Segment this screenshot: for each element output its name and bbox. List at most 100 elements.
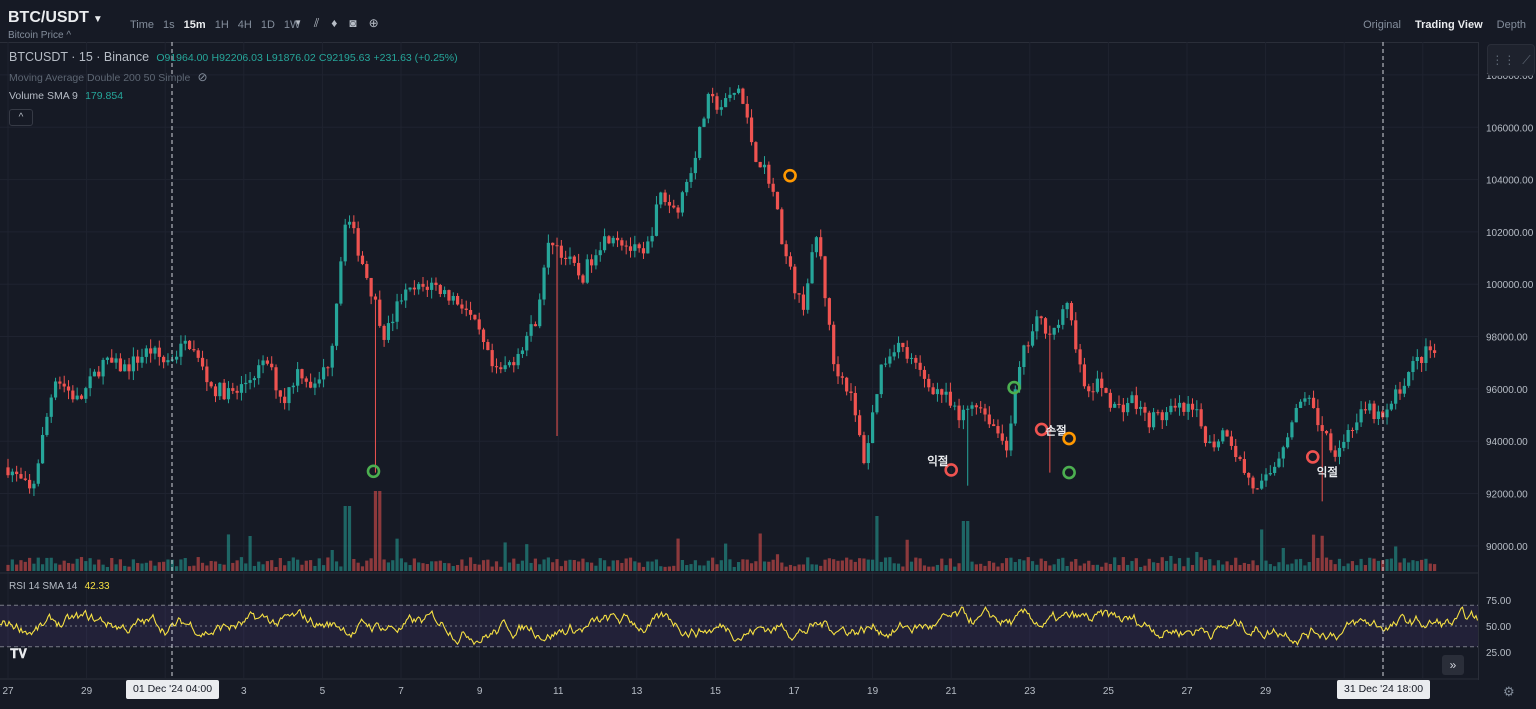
volume-bar <box>477 564 481 571</box>
interval-15m[interactable]: 15m <box>183 19 206 31</box>
volume-bar <box>503 542 507 571</box>
candle-body <box>118 358 122 372</box>
candle-body <box>369 277 373 297</box>
candle-body <box>494 366 499 368</box>
volume-bar <box>140 563 144 571</box>
volume-bar <box>564 560 568 571</box>
volume-bar <box>1221 564 1225 571</box>
volume-bar <box>594 565 598 571</box>
volume-bar <box>1402 558 1406 571</box>
candle-body <box>698 126 702 158</box>
interval-4h[interactable]: 4H <box>237 19 252 31</box>
volume-bar <box>15 564 19 571</box>
volume-bar <box>922 565 927 571</box>
candle-body <box>1182 402 1186 412</box>
candle-body <box>1087 386 1091 392</box>
drawing-tools[interactable]: ⋮⋮ ⟋ <box>1487 44 1535 76</box>
volume-bar <box>1389 558 1393 571</box>
candle-body <box>888 356 892 364</box>
interval-1d[interactable]: 1D <box>260 19 275 31</box>
candle-body <box>546 242 550 268</box>
more-intervals-icon[interactable]: ▼ <box>294 18 302 27</box>
volume-bar <box>918 558 922 571</box>
candle-body <box>1359 409 1363 423</box>
volume-bar <box>788 564 793 571</box>
candle-body <box>676 207 680 213</box>
candle-body <box>123 364 127 372</box>
view-original[interactable]: Original <box>1363 19 1401 31</box>
volume-bar <box>1104 562 1108 571</box>
volume-bar <box>408 565 412 571</box>
candle-body <box>252 378 257 381</box>
candle-body <box>1095 378 1099 392</box>
volume-bar <box>1268 564 1272 571</box>
scroll-to-realtime-button[interactable]: » <box>1442 655 1464 675</box>
view-trading-view[interactable]: Trading View <box>1414 19 1483 31</box>
candle-body <box>1307 397 1311 399</box>
volume-bar <box>1432 564 1437 571</box>
volume-bar <box>520 560 525 571</box>
interval-time[interactable]: Time <box>130 19 155 31</box>
volume-bar <box>218 563 222 571</box>
volume-bar <box>136 563 140 571</box>
candle-body <box>477 319 481 330</box>
volume-bar <box>953 566 957 571</box>
symbol-subtitle[interactable]: Bitcoin Price ^ <box>8 30 72 41</box>
interval-1w[interactable]: 1W <box>283 19 301 31</box>
trade-marker <box>783 168 797 183</box>
chart-tools: ▼ ⫽ ♦ ◙ ⊕ <box>294 16 379 31</box>
volume-bar <box>914 557 918 571</box>
volume-bar <box>1017 559 1022 571</box>
candle-body <box>693 157 697 174</box>
legend-change: +231.63 (+0.25%) <box>373 52 458 64</box>
camera-icon[interactable]: ◙ <box>349 16 357 30</box>
volume-bar <box>1424 558 1428 571</box>
add-icon[interactable]: ⊕ <box>368 16 379 30</box>
candle-body <box>1225 430 1229 437</box>
candle-body <box>849 391 853 393</box>
candle-body <box>1151 412 1156 428</box>
volume-bar <box>611 560 615 571</box>
candle-body <box>45 416 49 435</box>
candle-body <box>10 471 14 476</box>
collapse-legend-button[interactable]: ^ <box>9 109 33 126</box>
symbol-selector[interactable]: BTC/USDT ▼ <box>8 9 103 27</box>
candle-body <box>114 358 118 363</box>
volume-bar <box>36 557 40 571</box>
volume-bar <box>853 561 857 571</box>
candle-body <box>192 349 196 351</box>
candle-body <box>741 88 745 104</box>
candle-body <box>1199 409 1203 427</box>
volume-bar <box>624 558 628 571</box>
candle-body <box>1173 405 1177 408</box>
price-axis[interactable] <box>1478 42 1536 680</box>
candle-body <box>1147 412 1151 428</box>
volume-bar <box>71 563 75 571</box>
indicators-icon[interactable]: ♦ <box>331 16 338 30</box>
volume-bar <box>321 565 326 571</box>
candle-body <box>430 282 434 290</box>
interval-1s[interactable]: 1s <box>163 19 175 31</box>
candle-body <box>702 118 706 127</box>
candle-body <box>879 364 883 395</box>
interval-1h[interactable]: 1H <box>214 19 229 31</box>
volume-bar <box>663 566 667 571</box>
candle-body <box>97 371 101 377</box>
candle-body <box>875 394 879 413</box>
settings-gear-icon[interactable]: ⚙ <box>1503 684 1515 699</box>
candle-body <box>36 463 40 484</box>
ma-label: Moving Average Double 200 50 Simple <box>9 72 191 84</box>
volume-bar <box>810 564 814 571</box>
volume-bar <box>883 557 888 571</box>
view-depth[interactable]: Depth <box>1496 19 1526 31</box>
eye-hidden-icon[interactable]: ⊘ <box>197 70 208 84</box>
candle-body <box>174 356 179 360</box>
volume-bar <box>680 559 684 571</box>
chart-type-icon[interactable]: ⫽ <box>313 16 320 30</box>
volume-bar <box>270 560 274 571</box>
candle-body <box>788 256 793 267</box>
volume-bar <box>871 559 875 571</box>
candle-body <box>62 383 66 387</box>
volume-bar <box>114 564 118 571</box>
